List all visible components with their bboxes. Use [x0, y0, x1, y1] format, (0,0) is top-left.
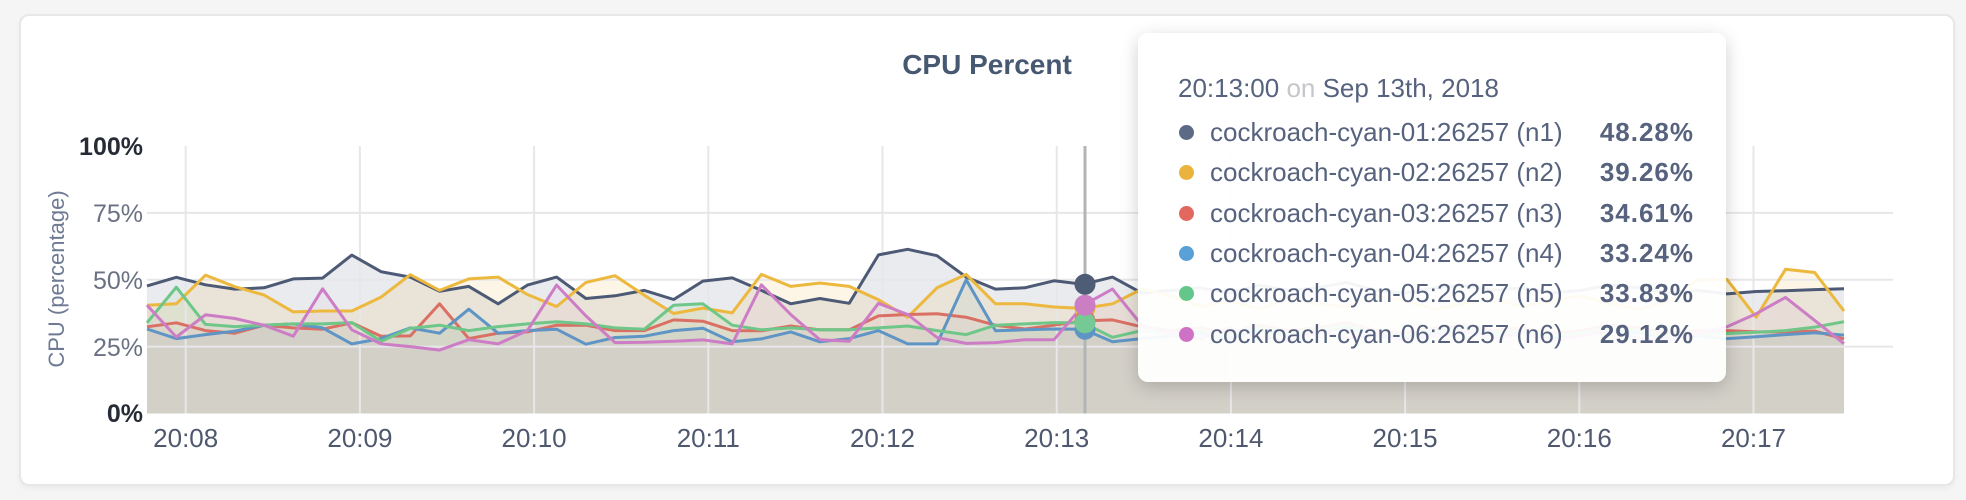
- svg-text:20:11: 20:11: [677, 423, 740, 453]
- svg-text:20:15: 20:15: [1373, 423, 1438, 453]
- svg-text:50%: 50%: [93, 267, 143, 295]
- svg-text:20:10: 20:10: [502, 423, 567, 453]
- svg-text:20:09: 20:09: [327, 423, 392, 453]
- svg-text:CPU (percentage): CPU (percentage): [44, 190, 69, 367]
- svg-text:20:16: 20:16: [1547, 423, 1612, 453]
- svg-text:20:08: 20:08: [153, 423, 218, 453]
- svg-text:100%: 100%: [79, 133, 143, 161]
- svg-text:20:12: 20:12: [850, 423, 915, 453]
- svg-text:0%: 0%: [107, 400, 143, 428]
- svg-text:75%: 75%: [93, 200, 143, 228]
- svg-text:20:13: 20:13: [1024, 423, 1089, 453]
- svg-text:25%: 25%: [93, 334, 143, 362]
- svg-text:CPU Percent: CPU Percent: [902, 49, 1072, 80]
- svg-text:20:14: 20:14: [1198, 423, 1263, 453]
- svg-text:20:17: 20:17: [1721, 423, 1786, 453]
